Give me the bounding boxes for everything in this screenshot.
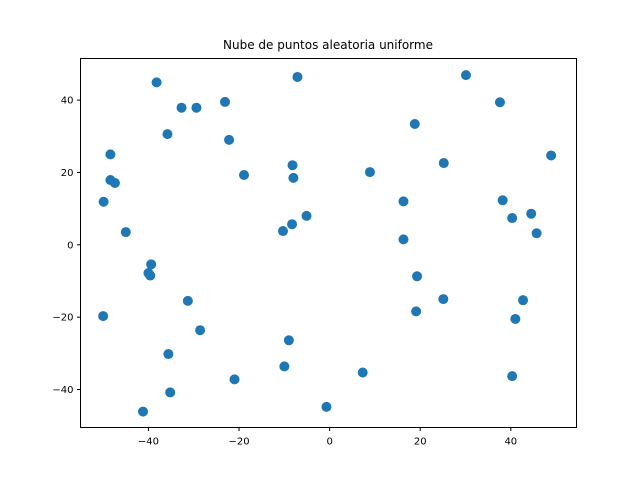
chart-title: Nube de puntos aleatoria uniforme <box>223 38 433 52</box>
data-point <box>510 313 521 324</box>
data-point <box>398 234 409 245</box>
data-point <box>292 71 303 82</box>
data-point <box>279 361 290 372</box>
data-point <box>220 96 230 107</box>
y-tick-label: 40 <box>61 96 74 107</box>
data-point <box>288 172 299 183</box>
data-point <box>98 196 109 207</box>
data-point <box>287 160 298 171</box>
data-point <box>507 371 518 382</box>
data-point <box>497 195 508 206</box>
x-tick-label: 20 <box>414 437 427 448</box>
data-point <box>531 228 542 239</box>
data-point <box>176 102 187 113</box>
data-point <box>357 367 368 378</box>
data-point <box>182 295 193 306</box>
data-point <box>277 226 288 237</box>
data-point <box>301 210 312 221</box>
data-point <box>165 387 176 398</box>
plot-frame <box>80 58 577 428</box>
data-point <box>438 158 449 169</box>
axis-ticks: −40 −20 0 20 40 −40 −20 0 20 40 <box>52 96 517 448</box>
x-tick-label: −40 <box>138 437 159 448</box>
data-point <box>224 134 235 145</box>
data-point <box>151 77 162 88</box>
data-point <box>163 349 174 360</box>
data-point <box>321 401 332 412</box>
data-point <box>105 149 116 160</box>
data-point <box>239 169 250 180</box>
data-point <box>191 102 202 113</box>
y-tick-label: −20 <box>52 313 73 324</box>
points-layer <box>98 70 557 417</box>
data-point <box>287 219 298 230</box>
data-point <box>494 97 505 108</box>
data-point <box>98 311 109 322</box>
data-point <box>526 208 537 219</box>
data-point <box>195 325 206 336</box>
data-point <box>120 227 131 238</box>
y-tick-label: 0 <box>67 240 73 251</box>
data-point <box>364 167 375 178</box>
data-point <box>138 406 149 417</box>
data-point <box>460 70 471 81</box>
data-point <box>109 177 120 188</box>
data-point <box>145 270 156 281</box>
x-tick-label: −20 <box>228 437 249 448</box>
x-tick-label: 0 <box>326 437 332 448</box>
data-point <box>146 259 157 270</box>
data-point <box>438 294 449 305</box>
y-tick-label: 20 <box>61 168 74 179</box>
data-point <box>507 213 518 224</box>
data-point <box>283 335 294 346</box>
data-point <box>398 196 409 207</box>
y-tick-label: −40 <box>52 385 73 396</box>
data-point <box>162 129 173 140</box>
data-point <box>411 306 422 317</box>
data-point <box>546 150 557 161</box>
data-point <box>409 118 420 129</box>
data-point <box>229 374 240 385</box>
data-point <box>412 271 423 282</box>
x-tick-label: 40 <box>504 437 517 448</box>
data-point <box>518 295 529 306</box>
